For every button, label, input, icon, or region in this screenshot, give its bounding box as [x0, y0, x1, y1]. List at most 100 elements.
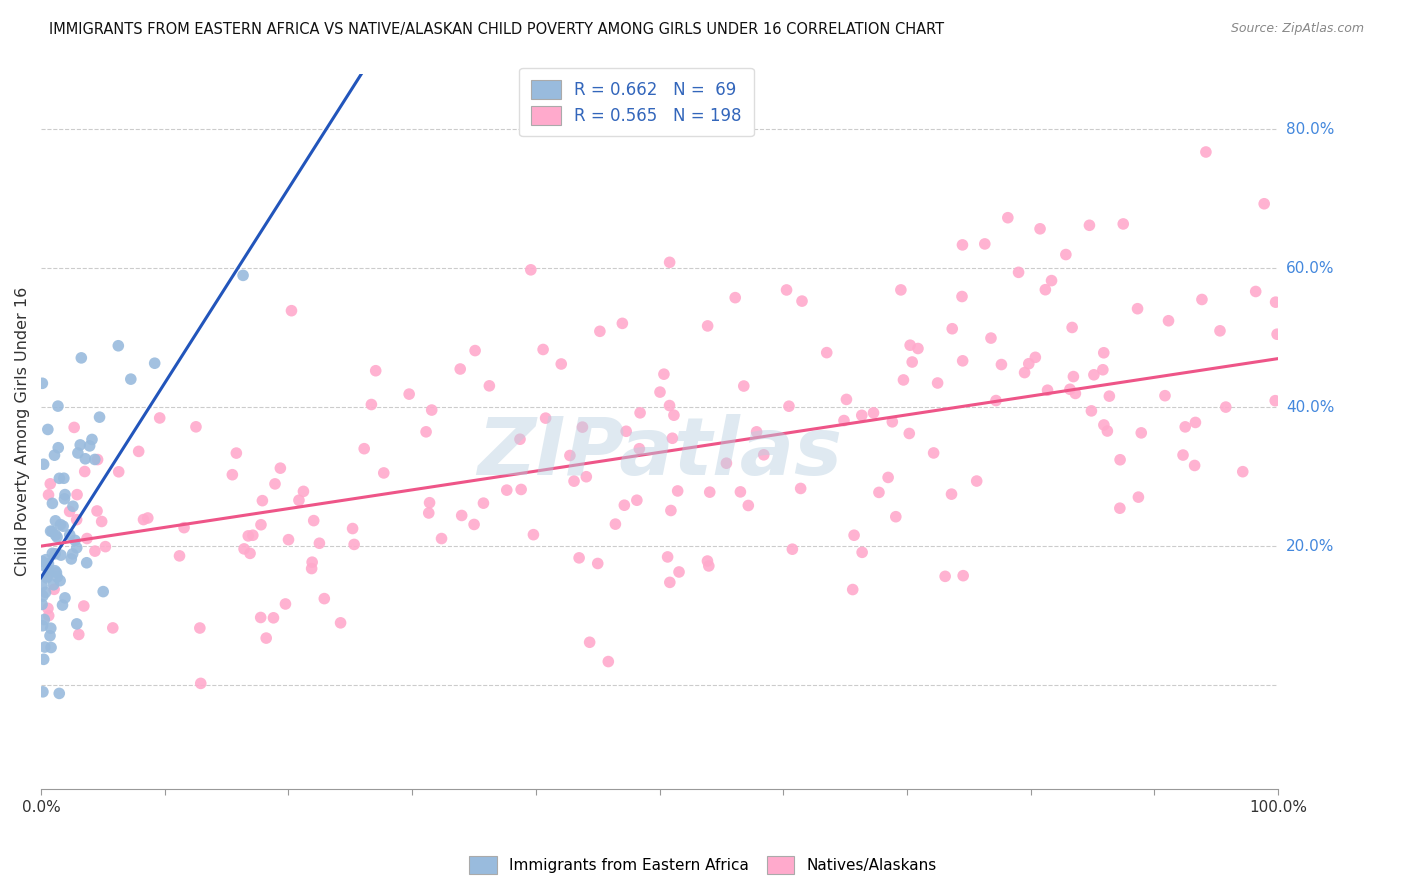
Point [62, 500, 84, 514]
Point [51, 598, 73, 612]
Point [862, 406, 884, 420]
Point [107, 339, 129, 353]
Point [143, 356, 166, 370]
Point [730, 484, 752, 499]
Point [952, 568, 974, 582]
Point [39, 640, 62, 655]
Point [84, 544, 107, 558]
Point [1078, 219, 1101, 233]
Point [252, 493, 274, 508]
Point [37, 562, 59, 576]
Point [373, 466, 395, 480]
Point [80, 433, 103, 447]
Point [31, 376, 53, 391]
Point [75, 451, 97, 466]
Point [136, 511, 159, 525]
Point [605, 517, 627, 532]
Point [59, 504, 82, 518]
Point [450, 508, 472, 523]
Point [38, 488, 60, 502]
Point [1232, 465, 1254, 479]
Point [716, 456, 738, 470]
Point [34, 640, 56, 654]
Point [509, 432, 531, 446]
Point [42, 582, 65, 597]
Point [1054, 247, 1077, 261]
Point [188, 621, 211, 635]
Point [1130, 425, 1153, 440]
Point [415, 425, 437, 439]
Point [907, 342, 929, 356]
Point [94, 540, 117, 554]
Point [745, 425, 768, 439]
Point [364, 364, 387, 378]
Point [249, 610, 271, 624]
Point [550, 357, 572, 371]
Point [49, 517, 72, 532]
Point [37, 569, 59, 583]
Point [46, 530, 69, 544]
Point [52, 519, 75, 533]
Point [128, 444, 150, 458]
Point [73, 599, 96, 613]
Text: 40.0%: 40.0% [1286, 400, 1334, 415]
Point [419, 496, 441, 510]
Point [41, 546, 63, 560]
Point [697, 558, 720, 573]
Point [868, 485, 890, 500]
Point [31, 598, 53, 612]
Point [882, 415, 904, 429]
Point [463, 517, 485, 532]
Point [169, 549, 191, 563]
Point [225, 446, 247, 460]
Point [35, 571, 58, 585]
Point [737, 499, 759, 513]
Point [31, 579, 53, 593]
Point [662, 408, 685, 422]
Point [398, 387, 420, 401]
Point [1108, 501, 1130, 516]
Point [44, 514, 66, 528]
Point [658, 575, 681, 590]
Text: ZIPatlas: ZIPatlas [477, 414, 842, 492]
Point [91, 584, 114, 599]
Point [343, 537, 366, 551]
Point [107, 465, 129, 479]
Point [184, 419, 207, 434]
Point [724, 291, 747, 305]
Point [101, 621, 124, 635]
Point [66, 616, 89, 631]
Point [302, 514, 325, 528]
Point [558, 449, 581, 463]
Point [922, 446, 945, 460]
Point [842, 528, 865, 542]
Text: IMMIGRANTS FROM EASTERN AFRICA VS NATIVE/ALASKAN CHILD POVERTY AMONG GIRLS UNDER: IMMIGRANTS FROM EASTERN AFRICA VS NATIVE… [49, 22, 945, 37]
Point [48, 686, 70, 700]
Point [254, 631, 277, 645]
Point [534, 411, 557, 425]
Point [973, 236, 995, 251]
Point [575, 469, 598, 483]
Point [90, 515, 112, 529]
Point [659, 503, 682, 517]
Point [1036, 383, 1059, 397]
Point [353, 442, 375, 456]
Point [238, 529, 260, 543]
Point [342, 522, 364, 536]
Point [34, 558, 56, 573]
Point [76, 556, 98, 570]
Point [522, 527, 544, 541]
Point [308, 536, 330, 550]
Point [239, 546, 262, 560]
Point [1059, 382, 1081, 396]
Point [1244, 285, 1267, 299]
Point [934, 569, 956, 583]
Point [280, 303, 302, 318]
Point [966, 474, 988, 488]
Point [292, 484, 315, 499]
Point [1265, 327, 1288, 342]
Point [752, 448, 775, 462]
Point [628, 442, 651, 456]
Text: 80.0%: 80.0% [1286, 122, 1334, 137]
Point [952, 354, 974, 368]
